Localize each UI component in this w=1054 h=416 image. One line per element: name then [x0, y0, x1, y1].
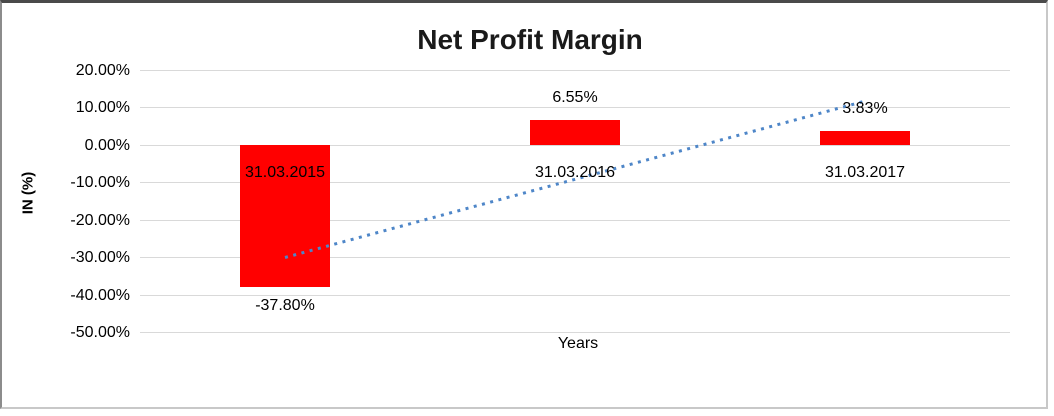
x-axis-category-label: 31.03.2017	[824, 164, 906, 181]
y-axis-tick-label: -50.00%	[70, 324, 130, 341]
x-axis-category-label: 31.03.2015	[244, 164, 326, 181]
y-axis-title: IN (%)	[19, 171, 37, 215]
data-label: 6.55%	[552, 89, 598, 107]
x-axis-category-label: 31.03.2016	[534, 164, 616, 181]
y-axis-tick-label: -20.00%	[70, 211, 130, 229]
bar-31.03.2017[interactable]	[820, 130, 910, 145]
y-axis-tick-label: 20.00%	[75, 61, 130, 79]
y-axis-tick-label: -40.00%	[70, 286, 130, 304]
gridline	[140, 69, 1010, 71]
gridline	[140, 107, 1010, 108]
gridline	[140, 182, 1010, 183]
chart-border	[0, 0, 1048, 409]
gridline	[140, 144, 1010, 146]
gridline	[140, 294, 1010, 296]
trendline[interactable]	[284, 99, 866, 259]
x-axis-title: Years	[557, 335, 599, 352]
gridline	[140, 257, 1010, 258]
chart-title: Net Profit Margin	[417, 24, 643, 55]
y-axis-tick-label: -30.00%	[70, 249, 130, 266]
y-axis-tick-label: 0.00%	[84, 136, 130, 154]
gridline	[140, 332, 1010, 333]
y-axis-tick-label: -10.00%	[70, 174, 130, 191]
bar-31.03.2016[interactable]	[530, 120, 620, 145]
bar-31.03.2015[interactable]	[240, 145, 330, 287]
gridline	[140, 219, 1010, 221]
data-label: -37.80%	[255, 296, 315, 314]
data-label: 3.83%	[842, 99, 888, 117]
y-axis-tick-label: 10.00%	[75, 99, 130, 116]
